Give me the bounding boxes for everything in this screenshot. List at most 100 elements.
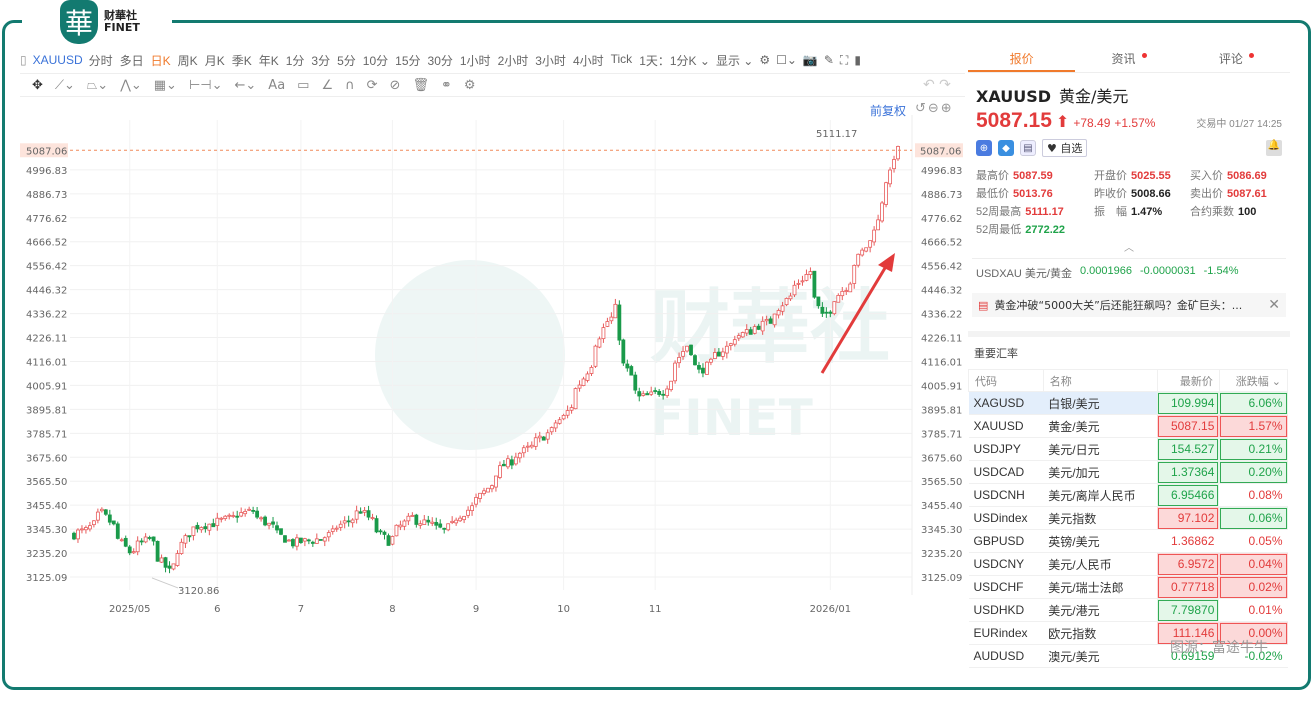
period-8[interactable]: 3分 xyxy=(311,53,331,68)
table-row[interactable]: USDCNY 美元/人民币 6.9572 0.04% xyxy=(968,552,1288,576)
compare-icon[interactable]: ⚭ xyxy=(440,77,452,93)
move-icon[interactable]: ✥ xyxy=(32,77,43,93)
fib-tool-icon[interactable]: ▦⌄ xyxy=(153,77,177,93)
table-row[interactable]: XAGUSD 白银/美元 109.994 6.06% xyxy=(968,391,1288,415)
candle xyxy=(235,510,240,523)
period-16[interactable]: 4小时 xyxy=(572,53,604,68)
zoom-controls[interactable]: ↺⊖⊕ xyxy=(915,101,954,116)
watchlist-button[interactable]: ♥ 自选 xyxy=(1042,139,1088,157)
candle xyxy=(255,507,260,520)
bell-icon[interactable]: 🔔 xyxy=(1266,140,1282,156)
period-2[interactable]: 日K xyxy=(150,53,171,68)
text-tool-icon[interactable]: Aa xyxy=(268,77,286,93)
stat-value: 5013.76 xyxy=(1013,188,1053,200)
candle xyxy=(772,313,777,328)
tag-icon[interactable]: ◆ xyxy=(998,140,1014,156)
period-12[interactable]: 30分 xyxy=(427,53,453,68)
period-13[interactable]: 1小时 xyxy=(459,53,491,68)
period-6[interactable]: 年K xyxy=(258,53,279,68)
x-tick-label: 11 xyxy=(649,604,662,615)
candle xyxy=(298,537,303,544)
line-tool-icon[interactable]: ⟋⌄ xyxy=(54,77,75,93)
candle-body xyxy=(171,563,176,570)
tab-0[interactable]: 报价 xyxy=(968,45,1076,72)
candle xyxy=(645,391,650,396)
adjust-button[interactable]: 前复权 xyxy=(870,104,907,118)
table-row[interactable]: USDCAD 美元/加元 1.37364 0.20% xyxy=(968,460,1288,484)
period-15[interactable]: 3小时 xyxy=(535,53,566,68)
candle-body xyxy=(888,169,892,185)
period-1[interactable]: 多日 xyxy=(119,53,144,68)
collapse-icon[interactable]: ︿ xyxy=(1124,243,1134,254)
comment-tool-icon[interactable]: ▭ xyxy=(297,77,310,93)
period-3[interactable]: 周K xyxy=(177,53,198,68)
display-select[interactable]: 显示 ⌄ xyxy=(715,53,754,68)
period-7[interactable]: 1分 xyxy=(285,53,305,68)
candle-body xyxy=(732,339,737,345)
wave-tool-icon[interactable]: ⋀⌄ xyxy=(120,77,142,93)
shape-tool-icon[interactable]: ⏢⌄ xyxy=(86,77,109,93)
table-row[interactable]: XAUUSD 黄金/美元 5087.15 1.57% xyxy=(968,414,1288,438)
symbol-button[interactable]: XAUUSD xyxy=(32,53,83,67)
settings-icon[interactable]: ⚙ xyxy=(759,53,771,67)
period-14[interactable]: 2小时 xyxy=(497,53,529,68)
table-row[interactable]: USDCHF 美元/瑞士法郎 0.77718 0.02% xyxy=(968,575,1288,599)
y-tick-label-right: 3125.09 xyxy=(921,573,962,584)
cell-code: USDCNH xyxy=(968,483,1044,507)
y-tick-label-right: 4556.42 xyxy=(921,262,962,273)
arrow-tool-icon[interactable]: ←⌄ xyxy=(234,77,257,93)
news-banner[interactable]: ▤ 黄金冲破“5000大关”后还能狂飙吗？金矿巨头：... ✕ xyxy=(972,293,1286,317)
candle xyxy=(697,362,701,374)
camera-icon[interactable]: 📷 xyxy=(802,53,818,67)
layout-select-icon[interactable]: ☐⌄ xyxy=(776,53,797,67)
candle xyxy=(231,511,236,519)
cell-code: XAGUSD xyxy=(968,391,1044,415)
table-row[interactable]: GBPUSD 英镑/美元 1.36862 0.05% xyxy=(968,529,1288,553)
pencil-icon[interactable]: ✎ xyxy=(823,53,834,67)
table-row[interactable]: AUDUSD 澳元/美元 0.69159 -0.02% xyxy=(968,644,1288,668)
table-row[interactable]: USDHKD 美元/港元 7.79870 0.01% xyxy=(968,598,1288,622)
angle-tool-icon[interactable]: ∠ xyxy=(321,77,334,93)
tab-1[interactable]: 资讯 xyxy=(1075,45,1182,72)
hide-icon[interactable]: ⊘ xyxy=(389,77,401,93)
close-icon[interactable]: ✕ xyxy=(1268,297,1280,313)
measure-tool-icon[interactable]: ⊢⊣⌄ xyxy=(188,77,223,93)
candle xyxy=(107,509,112,526)
period-0[interactable]: 分时 xyxy=(88,53,113,68)
period-4[interactable]: 月K xyxy=(204,53,225,68)
globe-icon[interactable]: ⊕ xyxy=(976,140,992,156)
candle xyxy=(370,513,375,521)
news-text[interactable]: 黄金冲破“5000大关”后还能狂飙吗？金矿巨头：... xyxy=(994,299,1243,312)
range-select[interactable]: 1天：1分K ⌄ xyxy=(639,53,710,68)
tab-2[interactable]: 评论 xyxy=(1183,45,1290,72)
candle-body xyxy=(191,526,196,536)
table-row[interactable]: USDCNH 美元/离岸人民币 6.95466 0.08% xyxy=(968,483,1288,507)
table-row[interactable]: EURindex 欧元指数 111.146 0.00% xyxy=(968,621,1288,645)
candle xyxy=(434,517,439,530)
candle-body xyxy=(724,345,729,354)
period-11[interactable]: 15分 xyxy=(395,53,421,68)
draw-settings-icon[interactable]: ⚙ xyxy=(463,77,476,93)
usdxau-row[interactable]: USDXAU 美元/黄金 0.0001966 -0.0000031 -1.54% xyxy=(972,258,1286,287)
candle-body xyxy=(502,463,506,467)
period-5[interactable]: 季K xyxy=(231,53,252,68)
delete-icon[interactable]: 🗑 xyxy=(412,77,429,93)
table-row[interactable]: USDJPY 美元/日元 154.527 0.21% xyxy=(968,437,1288,461)
panel-toggle-icon[interactable]: ▮ xyxy=(854,53,861,67)
cell-name: 美元指数 xyxy=(1043,506,1158,530)
table-row[interactable]: USDindex 美元指数 97.102 0.06% xyxy=(968,506,1288,530)
column-header[interactable]: 涨跌幅 ⌄ xyxy=(1218,369,1289,392)
period-9[interactable]: 5分 xyxy=(337,53,356,68)
candle xyxy=(450,516,455,525)
candlestick-chart[interactable]: 财華社 FINET 3125.09 3125.09 3235.20 3235.20 3345… xyxy=(0,115,968,615)
stat-value: 100 xyxy=(1238,206,1257,218)
cell-code: USDCNY xyxy=(968,552,1044,576)
undo-redo[interactable]: ↶ ↷ xyxy=(923,77,951,93)
fullscreen-icon[interactable]: ⛶ xyxy=(839,52,849,67)
period-10[interactable]: 10分 xyxy=(362,53,389,68)
note-icon[interactable]: ▤ xyxy=(1020,140,1036,156)
sync-icon[interactable]: ⟳ xyxy=(366,77,378,93)
period-17[interactable]: Tick xyxy=(610,51,633,66)
sidebar-toggle-icon[interactable]: ▯ xyxy=(20,53,27,67)
magnet-icon[interactable]: ∩ xyxy=(345,77,355,93)
